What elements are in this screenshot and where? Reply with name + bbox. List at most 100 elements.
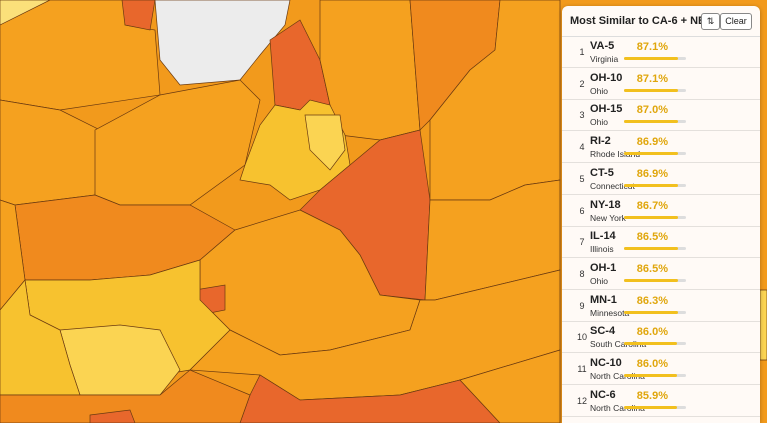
rank: 8 xyxy=(579,268,585,279)
rank: 2 xyxy=(579,78,585,89)
panel-header: Most Similar to CA-6 + NE... ⇅ Clear xyxy=(562,6,760,37)
sort-button[interactable]: ⇅ xyxy=(701,13,720,30)
state-name: Minnesota xyxy=(590,307,630,318)
rank: 9 xyxy=(579,300,585,311)
similarity-label: 86.0% xyxy=(636,358,668,370)
state-name: Ohio xyxy=(590,275,608,286)
similarity-track xyxy=(624,405,686,409)
district-code: RI-2 xyxy=(590,135,611,148)
district-code: IL-14 xyxy=(590,230,616,243)
district-code: NY-18 xyxy=(590,198,621,211)
result-row[interactable]: 9 MN-1 Minnesota 86.3% xyxy=(562,290,760,322)
district xyxy=(304,114,346,171)
similarity-bar xyxy=(624,215,678,219)
similarity-track xyxy=(624,88,686,92)
similarity-track xyxy=(624,215,686,219)
result-row[interactable]: 11 NC-10 North Carolina 86.0% xyxy=(562,353,760,385)
similarity-track xyxy=(624,374,686,377)
district-code: SC-4 xyxy=(590,325,616,338)
similarity-track xyxy=(624,183,686,187)
similarity-track xyxy=(624,57,686,60)
similarity-bar xyxy=(624,247,678,251)
result-row[interactable]: 7 IL-14 Illinois 86.5% xyxy=(562,226,760,259)
state-name: Ohio xyxy=(590,117,608,128)
state-name: North Carolina xyxy=(590,371,645,381)
result-row[interactable]: 4 RI-2 Rhode Island 86.9% xyxy=(562,131,760,164)
rank: 5 xyxy=(579,173,585,184)
similarity-bar xyxy=(624,183,678,187)
similarity-track xyxy=(624,278,686,282)
result-row[interactable]: 2 OH-10 Ohio 87.1% xyxy=(562,68,760,100)
district xyxy=(0,99,101,206)
district-code: NC-10 xyxy=(590,357,622,369)
rank: 7 xyxy=(579,237,585,248)
district xyxy=(759,289,767,361)
similarity-track xyxy=(624,120,686,124)
rank: 3 xyxy=(579,110,585,121)
district xyxy=(121,0,156,31)
state-name: Ohio xyxy=(590,85,608,96)
state-name: Connecticut xyxy=(590,180,635,191)
state-name: Rhode Island xyxy=(590,149,641,160)
similarity-label: 87.1% xyxy=(636,41,668,53)
district-code: CT-5 xyxy=(590,166,614,179)
rank: 12 xyxy=(576,395,587,406)
district-code: OH-15 xyxy=(590,103,623,116)
similarity-bar xyxy=(624,57,678,60)
similarity-label: 87.1% xyxy=(636,72,668,85)
similarity-label: 86.3% xyxy=(636,294,668,307)
similarity-bar xyxy=(624,405,678,409)
result-row[interactable]: 8 OH-1 Ohio 86.5% xyxy=(562,258,760,290)
similarity-track xyxy=(624,152,686,156)
result-row[interactable]: 12 NC-6 North Carolina 85.9% xyxy=(562,385,760,417)
result-row[interactable]: 6 NY-18 New York 86.7% xyxy=(562,195,760,227)
state-name: South Carolina xyxy=(590,339,647,350)
similarity-bar xyxy=(624,310,678,314)
lake xyxy=(154,0,291,86)
similarity-bar xyxy=(624,152,678,156)
result-row[interactable]: 5 CT-5 Connecticut 86.9% xyxy=(562,163,760,195)
similarity-label: 86.9% xyxy=(636,167,668,180)
similarity-label: 85.9% xyxy=(636,389,668,402)
result-row[interactable]: 3 OH-15 Ohio 87.0% xyxy=(562,99,760,132)
rank: 11 xyxy=(577,364,587,374)
state-name: Illinois xyxy=(590,244,614,255)
district-code: OH-1 xyxy=(590,261,617,274)
state-name: New York xyxy=(590,212,626,223)
district-code: OH-10 xyxy=(590,71,623,84)
similarity-label: 86.5% xyxy=(636,231,668,244)
state-name: North Carolina xyxy=(590,402,645,413)
similarity-bar xyxy=(624,88,678,92)
rank: 6 xyxy=(579,205,585,216)
similarity-label: 86.7% xyxy=(636,199,668,212)
district xyxy=(59,324,181,396)
similarity-panel: Most Similar to CA-6 + NE... ⇅ Clear 1 VA… xyxy=(562,6,760,423)
clear-button[interactable]: Clear xyxy=(720,13,752,30)
district xyxy=(459,349,561,423)
district-code: NC-6 xyxy=(590,388,616,401)
similarity-bar xyxy=(624,342,678,346)
state-name: Virginia xyxy=(590,54,619,64)
similarity-bar xyxy=(624,374,678,377)
rank: 10 xyxy=(576,332,587,343)
similarity-label: 86.9% xyxy=(636,136,668,149)
district xyxy=(0,0,51,26)
similarity-track xyxy=(624,342,686,346)
similarity-track xyxy=(624,247,686,251)
similarity-label: 87.0% xyxy=(636,104,668,117)
similarity-bar xyxy=(624,120,678,124)
rank: 1 xyxy=(579,47,585,57)
result-row[interactable]: 1 VA-5 Virginia 87.1% xyxy=(562,36,760,68)
similarity-track xyxy=(624,310,686,314)
similarity-label: 86.5% xyxy=(636,262,668,275)
district xyxy=(89,409,136,423)
panel-title: Most Similar to CA-6 + NE... xyxy=(570,15,715,27)
district xyxy=(0,369,251,423)
district-code: MN-1 xyxy=(590,293,617,306)
similarity-label: 86.0% xyxy=(636,326,668,339)
district-code: VA-5 xyxy=(590,40,615,52)
result-row[interactable]: 10 SC-4 South Carolina 86.0% xyxy=(562,321,760,354)
similarity-bar xyxy=(624,278,678,282)
